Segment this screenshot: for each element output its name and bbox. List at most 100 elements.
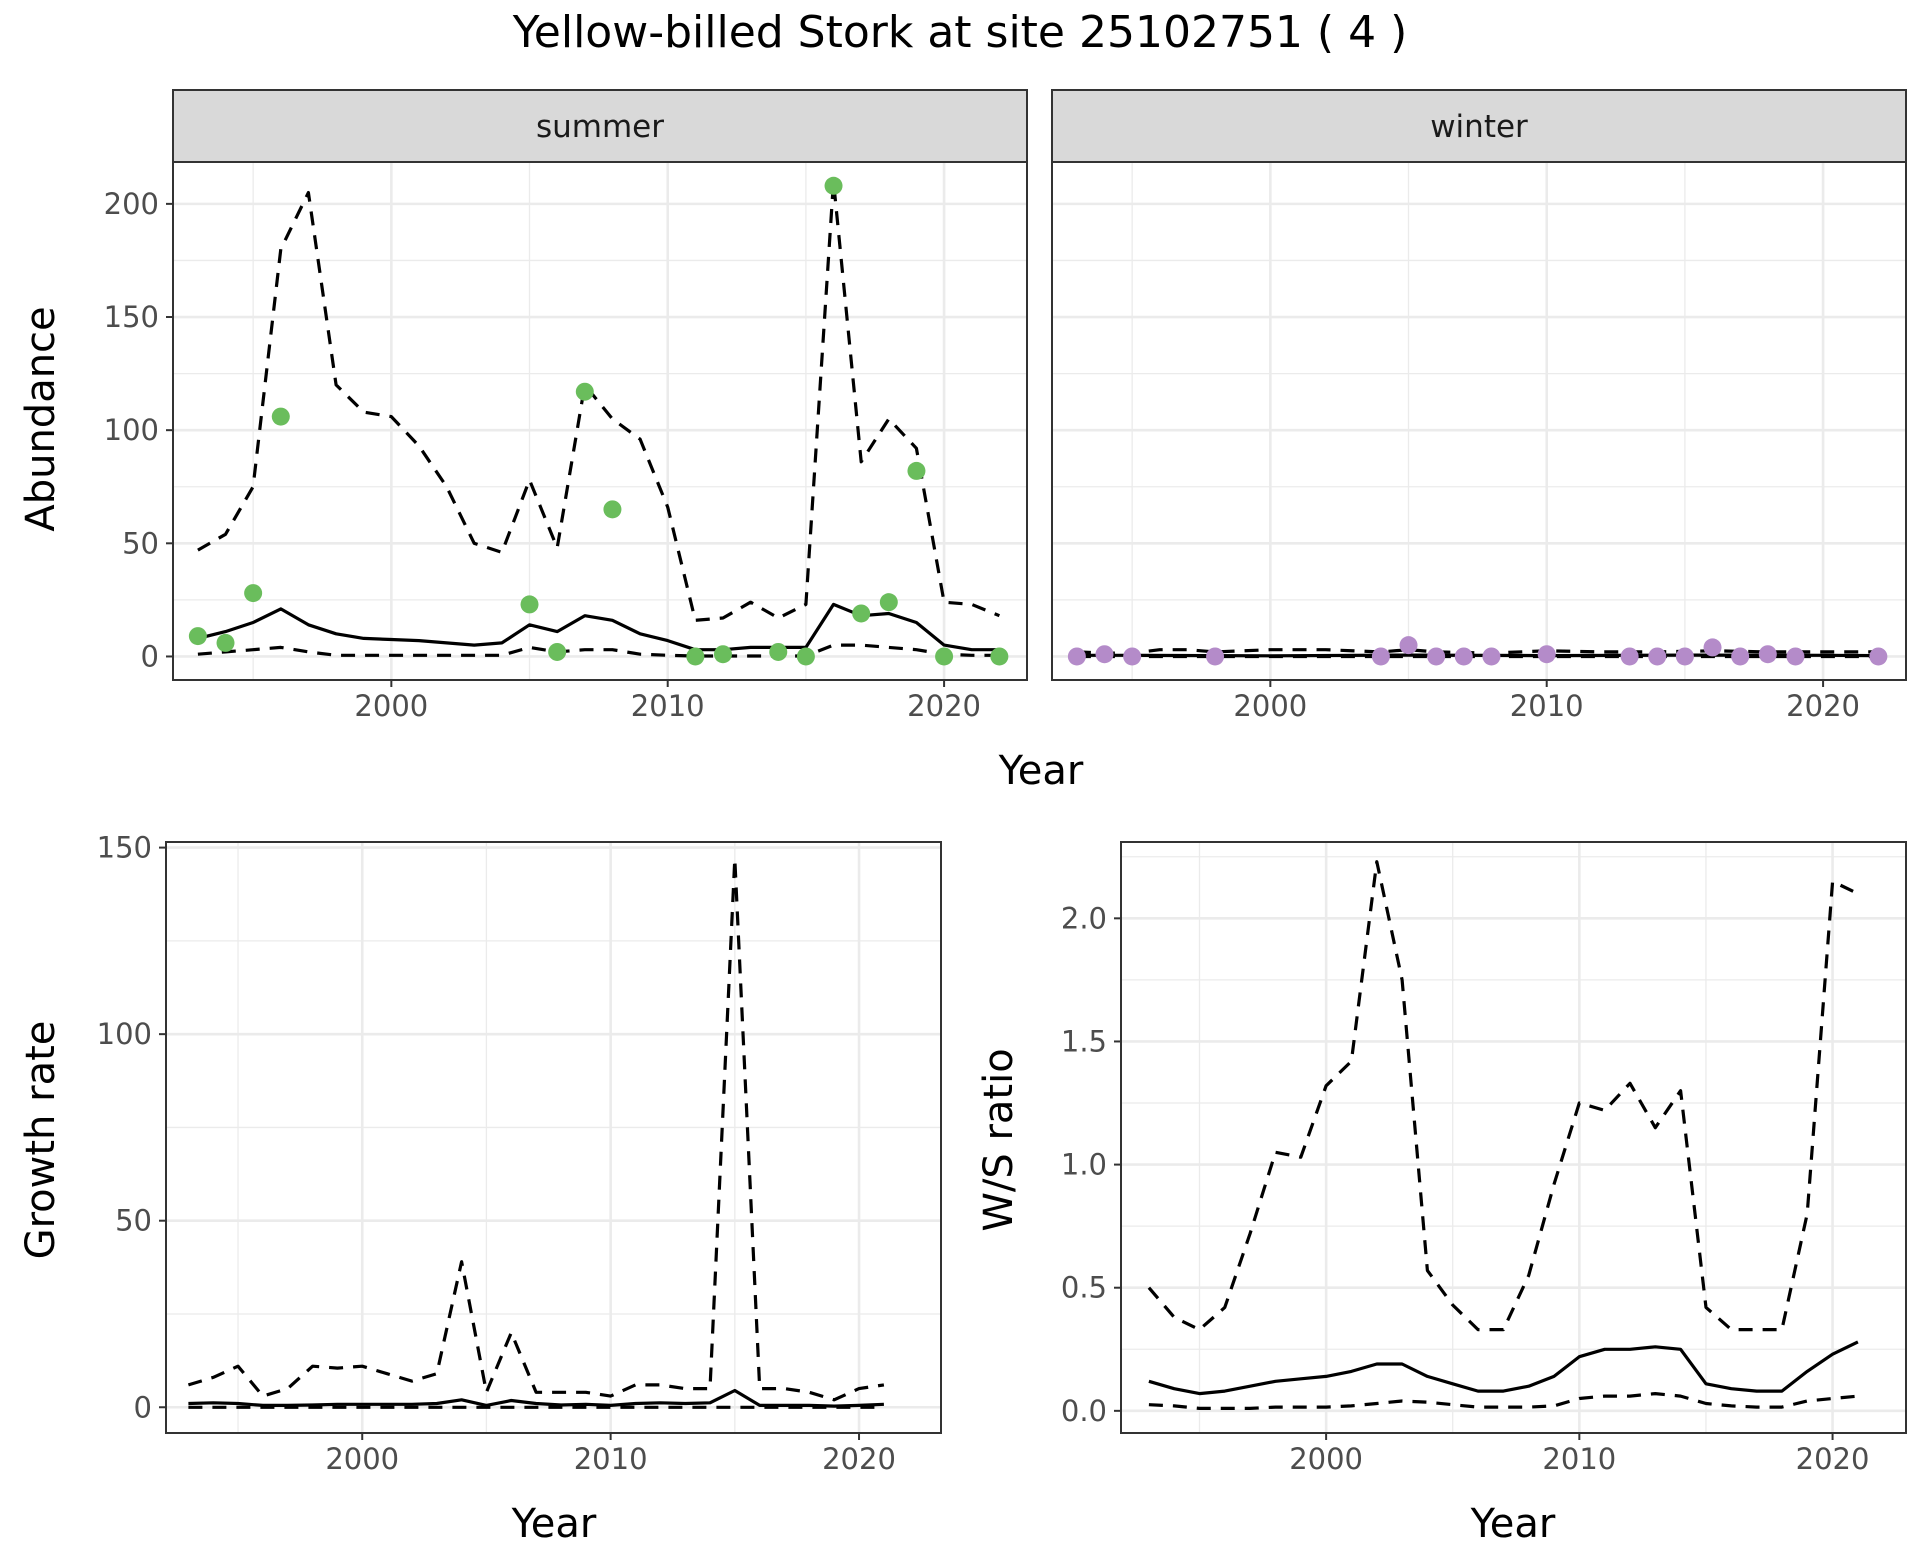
series-line-estimate [188, 1388, 884, 1408]
data-point [1454, 647, 1473, 666]
y-tick-label: 100 [104, 413, 159, 447]
data-point [824, 176, 843, 195]
data-point [769, 642, 788, 661]
data-point [852, 604, 871, 623]
panel-border [172, 161, 1028, 681]
data-point [713, 645, 732, 664]
series-line-estimate [197, 602, 1000, 652]
facet-strip [172, 89, 1028, 163]
data-point [1786, 647, 1805, 666]
series-lines [197, 179, 1001, 658]
x-tick-label: 2020 [907, 689, 981, 723]
ws-ratio-y-axis-title: W/S ratio [976, 1048, 1022, 1231]
abundance-y-axis-title: Abundance [18, 306, 64, 531]
y-tick-label: 150 [104, 300, 159, 334]
abundance-x-axis-title: Year [998, 748, 1084, 794]
y-tick-label: 0 [134, 1390, 152, 1424]
series-lines [1147, 860, 1859, 1410]
data-point [1399, 636, 1418, 655]
data-point [1067, 647, 1086, 666]
series-line-estimate [1148, 1340, 1859, 1396]
growth-rate-y-axis-title: Growth rate [18, 1021, 64, 1260]
data-point [1123, 647, 1142, 666]
data-point [686, 647, 705, 666]
x-tick-label: 2020 [1786, 689, 1860, 723]
series-lines [187, 857, 885, 1409]
series-line-upper [187, 857, 885, 1402]
data-point [1095, 645, 1114, 664]
data-points [188, 176, 1009, 666]
x-tick-label: 2020 [1796, 1442, 1870, 1476]
data-point [1620, 647, 1639, 666]
gridlines [1121, 842, 1906, 1433]
x-tick-label: 2000 [1233, 689, 1307, 723]
data-point [990, 647, 1009, 666]
data-point [796, 647, 815, 666]
data-point [271, 407, 290, 426]
x-tick-label: 2000 [1289, 1442, 1363, 1476]
data-point [1482, 647, 1501, 666]
y-tick-label: 0.0 [1061, 1394, 1107, 1428]
data-point [548, 642, 567, 661]
abundance-winter-panel: winter 2000 2010 2020 [1051, 89, 1907, 723]
facet-strip [1051, 89, 1907, 163]
series-line-upper [197, 179, 1001, 622]
data-point [1371, 647, 1390, 666]
ws-ratio-panel: 2000 2010 2020 0.0 0.5 1.0 1.5 2.0 [1061, 841, 1907, 1476]
x-tick-label: 2010 [1510, 689, 1584, 723]
x-tick-label: 2000 [325, 1442, 399, 1476]
x-tick-label: 2000 [354, 689, 428, 723]
series-line-upper [1076, 648, 1879, 655]
y-tick-label: 0 [141, 639, 159, 673]
data-point [216, 633, 235, 652]
data-point [1427, 647, 1446, 666]
x-tick-label: 2010 [1542, 1442, 1616, 1476]
data-point [1675, 647, 1694, 666]
data-point [575, 382, 594, 401]
data-point [1758, 645, 1777, 664]
y-tick-label: 200 [104, 187, 159, 221]
x-tick-label: 2010 [574, 1442, 648, 1476]
series-line-lower [1148, 1392, 1859, 1410]
y-tick-label: 50 [115, 1204, 152, 1238]
y-tick-label: 2.0 [1061, 901, 1107, 935]
y-tick-label: 50 [122, 526, 159, 560]
data-point [935, 647, 954, 666]
growth-rate-x-axis-title: Year [511, 1501, 597, 1547]
data-point [1731, 647, 1750, 666]
data-point [520, 595, 539, 614]
y-tick-label: 1.5 [1061, 1024, 1107, 1058]
y-tick-label: 0.5 [1061, 1271, 1107, 1305]
data-point [1703, 638, 1722, 657]
data-point [1648, 647, 1667, 666]
y-tick-label: 150 [97, 831, 152, 865]
data-point [1206, 647, 1225, 666]
y-tick-label: 100 [97, 1017, 152, 1051]
facet-strip-label: summer [536, 109, 664, 145]
data-point [188, 627, 207, 646]
x-tick-label: 2010 [631, 689, 705, 723]
data-point [1537, 645, 1556, 664]
gridlines [1052, 162, 1906, 680]
gridlines [166, 842, 941, 1433]
ws-ratio-x-axis-title: Year [1470, 1501, 1556, 1547]
figure-title: Yellow-billed Stork at site 25102751 ( 4… [512, 7, 1407, 58]
data-points [1067, 636, 1888, 666]
x-tick-label: 2020 [822, 1442, 896, 1476]
data-point [603, 500, 622, 519]
panel-border [1120, 841, 1907, 1434]
data-point [244, 584, 263, 603]
data-point [907, 461, 926, 480]
panel-border [1051, 161, 1907, 681]
abundance-summer-panel: summer 2000 2010 2020 0 50 100 150 200 [104, 89, 1028, 723]
facet-strip-label: winter [1430, 109, 1528, 145]
y-tick-label: 1.0 [1061, 1148, 1107, 1182]
panel-border [165, 841, 942, 1434]
data-point [879, 593, 898, 612]
growth-rate-panel: 2000 2010 2020 0 50 100 150 [97, 831, 942, 1476]
series-lines [1076, 648, 1879, 659]
gridlines [173, 162, 1027, 680]
series-line-upper [1147, 860, 1859, 1332]
series-line-lower [197, 643, 1000, 658]
